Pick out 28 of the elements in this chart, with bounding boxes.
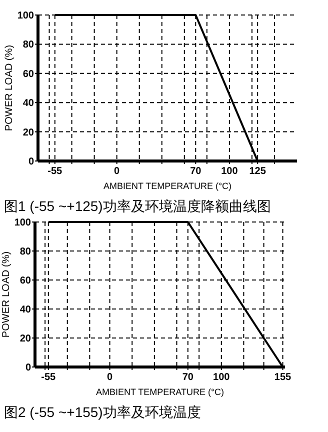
y-tick-label: 60 <box>20 276 32 286</box>
y-axis-title: POWER LOAD (%) <box>1 251 12 338</box>
y-tick-label: 0 <box>28 156 34 168</box>
y-axis-title: POWER LOAD (%) <box>4 44 15 132</box>
y-tick-label: 40 <box>20 304 32 316</box>
x-tick-label: 125 <box>249 166 266 177</box>
x-tick-label: 155 <box>274 372 292 383</box>
y-tick-label: 20 <box>20 334 32 344</box>
y-tick-label: 20 <box>22 127 34 138</box>
y-tick-label: 100 <box>14 218 32 228</box>
x-tick-label: -55 <box>41 372 56 383</box>
y-tick-label: 80 <box>20 246 32 258</box>
y-tick-label: 0 <box>25 362 32 374</box>
x-tick-label: 0 <box>114 166 120 177</box>
x-tick-label: -55 <box>48 166 63 177</box>
x-tick-label: 70 <box>190 166 202 177</box>
text: 图1 (-55 ~+125)功率及环境温度降额曲线图 <box>4 198 271 214</box>
y-tick-label: 60 <box>22 68 34 80</box>
x-tick-label: 70 <box>182 372 194 383</box>
x-axis-title: AMBIENT TEMPERATURE (°C) <box>96 387 224 397</box>
y-tick-label: 80 <box>22 40 34 51</box>
text: 图2 (-55 ~+155)功率及环境温度 <box>4 404 201 420</box>
y-tick-label: 40 <box>22 98 34 110</box>
y-tick-label: 100 <box>17 10 34 22</box>
x-axis-title: AMBIENT TEMPERATURE (°C) <box>103 181 232 191</box>
x-tick-label: 100 <box>213 372 230 383</box>
x-tick-label: 0 <box>106 372 113 383</box>
x-tick-label: 100 <box>221 166 238 177</box>
